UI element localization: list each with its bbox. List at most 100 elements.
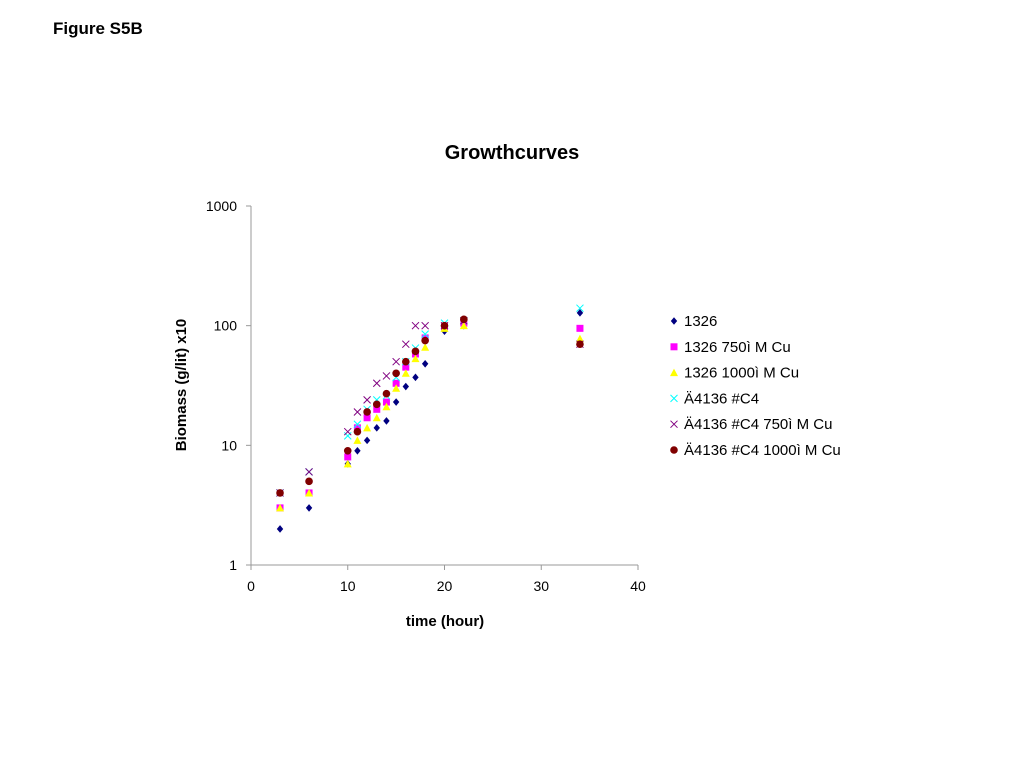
chart-title: Growthcurves	[445, 142, 579, 164]
data-point	[402, 357, 410, 366]
data-point	[372, 400, 381, 409]
data-point	[344, 453, 352, 461]
data-point	[305, 477, 313, 486]
y-tick-label: 100	[214, 318, 238, 334]
data-point	[353, 436, 362, 444]
data-point	[363, 395, 371, 404]
data-point	[411, 321, 420, 330]
data-point	[392, 379, 400, 387]
data-point	[421, 360, 429, 368]
data-point	[421, 343, 430, 351]
legend-item: 1326	[670, 313, 717, 330]
legend-item: Ä4136 #C4 1000ì M Cu	[670, 442, 841, 459]
data-point	[392, 398, 400, 406]
y-tick-label: 10	[221, 437, 237, 453]
legend-item: Ä4136 #C4	[670, 390, 759, 407]
data-point	[576, 309, 584, 317]
series-1	[276, 309, 584, 533]
data-points	[276, 304, 584, 533]
legend-item: 1326 750ì M Cu	[670, 339, 791, 356]
data-point	[305, 488, 314, 497]
legend-marker-x	[670, 420, 678, 429]
y-tick-label: 1000	[206, 198, 237, 214]
data-point	[575, 334, 584, 343]
data-point	[382, 398, 390, 406]
data-point	[363, 408, 371, 416]
legend-label: 1326	[684, 313, 717, 330]
series-5	[276, 316, 584, 497]
data-point	[412, 373, 419, 382]
data-point	[343, 459, 352, 468]
data-point	[383, 417, 390, 425]
data-point	[401, 369, 410, 377]
data-point	[421, 330, 430, 338]
data-point	[372, 379, 381, 388]
data-point	[373, 424, 380, 432]
legend-item: Ä4136 #C4 750ì M Cu	[670, 416, 832, 433]
data-point	[305, 468, 313, 476]
x-tick-label: 30	[533, 578, 549, 594]
data-point	[421, 336, 429, 345]
data-point	[363, 423, 372, 432]
data-point	[353, 420, 362, 429]
legend-marker-circle	[670, 446, 678, 454]
data-point	[372, 413, 381, 422]
y-tick-label: 1	[229, 557, 237, 573]
legend-label: Ä4136 #C4	[684, 390, 759, 407]
data-point	[353, 408, 362, 416]
data-point	[392, 384, 401, 392]
x-tick-label: 20	[437, 578, 453, 594]
legend: 1326 1326 750ì M Cu 1326 1000ì M Cu Ä4136 #…	[670, 313, 841, 459]
data-point	[382, 402, 391, 411]
series-2	[276, 319, 584, 512]
legend-label: Ä4136 #C4 1000ì M Cu	[684, 442, 841, 459]
data-point	[276, 489, 284, 497]
y-axis-title: Biomass (g/lit) x10	[173, 319, 190, 452]
data-point	[392, 357, 400, 366]
x-tick-label: 0	[247, 578, 255, 594]
series-4	[276, 304, 584, 497]
data-point	[402, 363, 410, 371]
x-tick-label: 40	[630, 578, 646, 594]
legend-marker-triangle	[670, 368, 678, 377]
data-point	[392, 369, 400, 378]
data-point	[460, 315, 468, 324]
data-point	[343, 432, 352, 440]
x-tick-label: 10	[340, 578, 356, 594]
legend-label: Ä4136 #C4 750ì M Cu	[684, 416, 832, 433]
legend-label: 1326 750ì M Cu	[684, 339, 791, 356]
series-6	[276, 315, 584, 497]
legend-marker-x	[670, 394, 678, 403]
data-point	[276, 525, 284, 533]
data-point	[402, 382, 409, 391]
data-point	[421, 321, 430, 330]
data-point	[276, 503, 285, 512]
legend-label: 1326 1000ì M Cu	[684, 365, 799, 382]
data-point	[440, 321, 449, 330]
x-axis-title: time (hour)	[406, 613, 484, 630]
data-point	[382, 389, 391, 398]
legend-item: 1326 1000ì M Cu	[670, 365, 799, 382]
data-point	[576, 340, 584, 349]
axes: 0 10 20 30 40 1 10 100 1000	[206, 198, 646, 594]
data-point	[305, 504, 313, 512]
data-point	[343, 427, 352, 436]
series-3	[276, 321, 584, 512]
data-point	[411, 354, 420, 363]
data-point	[354, 447, 361, 455]
data-point	[411, 347, 420, 356]
data-point	[353, 427, 362, 436]
data-point	[363, 436, 371, 445]
data-point	[353, 424, 361, 432]
data-point	[576, 324, 584, 332]
figure-label: Figure S5B	[53, 19, 143, 38]
data-point	[576, 304, 584, 313]
data-point	[382, 372, 391, 380]
legend-marker-diamond	[670, 317, 678, 325]
data-point	[363, 414, 371, 422]
legend-marker-square	[670, 343, 678, 351]
data-point	[401, 340, 410, 349]
data-point	[343, 447, 352, 455]
data-point	[373, 405, 381, 413]
